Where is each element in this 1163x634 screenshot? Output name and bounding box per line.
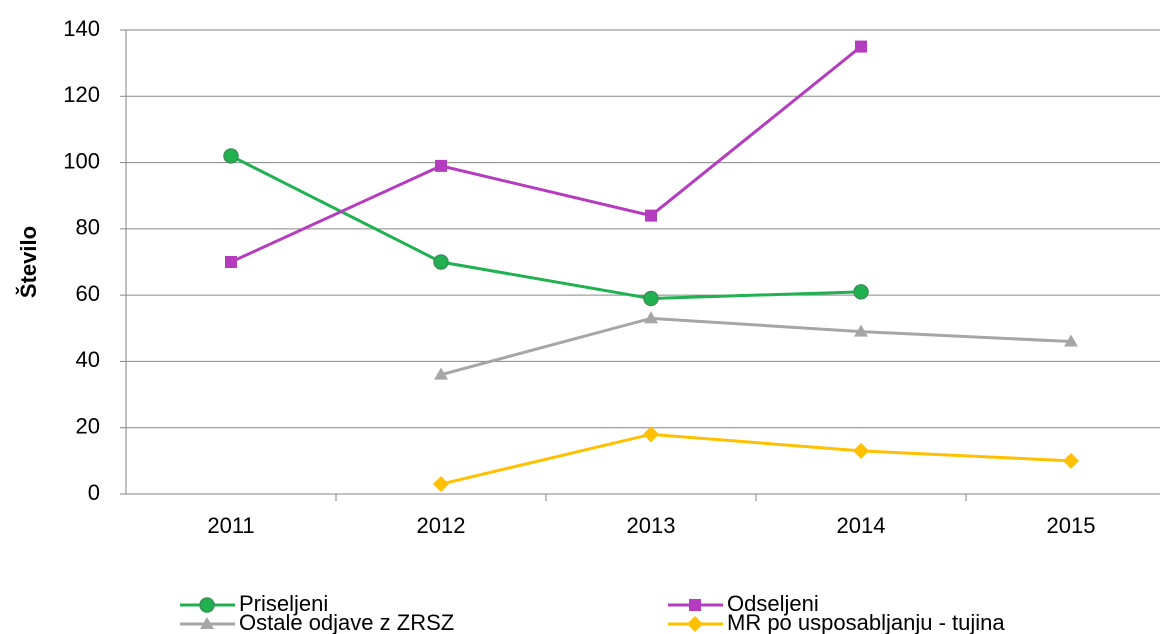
- x-tick-label: 2011: [207, 513, 254, 538]
- y-tick-label: 20: [76, 414, 100, 439]
- x-tick-label: 2015: [1047, 513, 1096, 538]
- y-tick-label: 80: [76, 215, 100, 240]
- y-tick-label: 140: [63, 16, 100, 41]
- marker: [225, 256, 237, 268]
- marker: [433, 254, 449, 270]
- marker: [433, 476, 449, 493]
- x-tick-label: 2013: [627, 513, 676, 538]
- legend-label: Odseljeni: [727, 591, 819, 616]
- y-tick-label: 60: [76, 281, 100, 306]
- series-line: [440, 316, 1072, 377]
- y-tick-label: 40: [76, 347, 100, 372]
- marker: [687, 616, 703, 632]
- marker: [853, 284, 869, 300]
- marker: [854, 324, 868, 337]
- x-tick-label: 2014: [837, 513, 886, 538]
- marker: [645, 209, 657, 222]
- marker: [200, 617, 214, 629]
- marker: [199, 597, 215, 613]
- legend-label: Priseljeni: [239, 591, 328, 616]
- series-line: [230, 45, 862, 264]
- marker: [435, 159, 447, 172]
- legend-label: Ostale odjave z ZRSZ: [239, 610, 454, 634]
- y-axis-label: Število: [16, 226, 41, 298]
- marker: [689, 599, 701, 611]
- legend-label: MR po usposabljanju - tujina: [727, 610, 1005, 634]
- marker: [643, 426, 659, 443]
- x-tick-label: 2012: [417, 513, 466, 538]
- y-tick-label: 120: [63, 82, 100, 107]
- marker: [853, 442, 869, 459]
- marker: [223, 148, 239, 164]
- marker: [855, 40, 867, 53]
- marker: [434, 367, 448, 380]
- marker: [1063, 452, 1079, 469]
- marker: [1064, 334, 1078, 347]
- series-line: [230, 154, 862, 300]
- series-line: [440, 432, 1072, 486]
- marker: [643, 290, 659, 307]
- y-tick-label: 100: [63, 148, 100, 173]
- y-tick-label: 0: [88, 480, 100, 505]
- marker: [644, 311, 658, 324]
